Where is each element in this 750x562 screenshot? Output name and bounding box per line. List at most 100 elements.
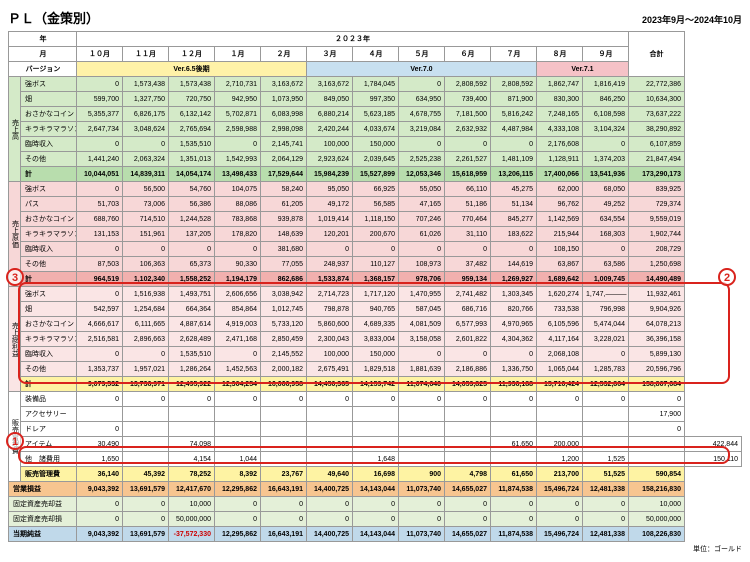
cell: 381,680 — [261, 242, 307, 257]
cell: 714,510 — [123, 212, 169, 227]
cell: 0 — [77, 392, 123, 407]
cell: 0 — [169, 242, 215, 257]
cell: 5,816,242 — [491, 107, 537, 122]
cell: 1,441,240 — [77, 152, 123, 167]
row-label: 強ボス — [21, 182, 77, 197]
cell: 0 — [537, 497, 583, 512]
cell: 0 — [399, 392, 445, 407]
cell: 854,864 — [215, 302, 261, 317]
cell: 248,937 — [307, 257, 353, 272]
cell-total: 17,900 — [629, 407, 685, 422]
cell: 45,392 — [123, 467, 169, 482]
cell: 0 — [445, 392, 491, 407]
cell: 940,765 — [353, 302, 399, 317]
cell: 3,163,672 — [307, 77, 353, 92]
cell: 4,304,362 — [491, 332, 537, 347]
cell-total: 38,290,892 — [629, 122, 685, 137]
cell: 942,950 — [215, 92, 261, 107]
cell: 2,808,592 — [491, 77, 537, 92]
cell: 0 — [583, 242, 629, 257]
cell: 686,716 — [445, 302, 491, 317]
cell: 0 — [215, 137, 261, 152]
row-label: キラキラマラソン — [21, 227, 77, 242]
cell: 50,000,000 — [169, 512, 215, 527]
cell: 900 — [399, 467, 445, 482]
cell: 9,043,392 — [77, 527, 123, 542]
cell: 542,597 — [77, 302, 123, 317]
cell: 1,336,750 — [491, 362, 537, 377]
cell: 4,666,617 — [77, 317, 123, 332]
row-label: 当期純益 — [9, 527, 77, 542]
cell: 65,373 — [169, 257, 215, 272]
cell — [491, 452, 537, 467]
cell: 51,703 — [77, 197, 123, 212]
cell: 215,944 — [537, 227, 583, 242]
cell: 0 — [261, 497, 307, 512]
cell: 4,117,164 — [537, 332, 583, 347]
cell: 3,038,942 — [261, 287, 307, 302]
cell: 30,490 — [77, 437, 123, 452]
cell: 7,248,165 — [537, 107, 583, 122]
cell: 168,303 — [583, 227, 629, 242]
cell: 0 — [307, 242, 353, 257]
pl-table: 年２０２３年合計月１０月１１月１２月１月２月３月４月５月６月７月８月９月バージョ… — [8, 31, 742, 542]
cell — [629, 437, 685, 452]
cell: 6,111,665 — [123, 317, 169, 332]
cell: 12,304,254 — [215, 377, 261, 392]
cell: 2,145,741 — [261, 137, 307, 152]
cell: 0 — [353, 512, 399, 527]
cell — [583, 437, 629, 452]
cell: 1,102,340 — [123, 272, 169, 287]
cell: 5,733,120 — [261, 317, 307, 332]
cell: 707,246 — [399, 212, 445, 227]
cell: 6,132,142 — [169, 107, 215, 122]
cell-total: 422,844 — [685, 437, 742, 452]
period-label: 2023年9月～2024年10月 — [642, 13, 742, 26]
unit-footer: 単位：ゴールド — [8, 544, 742, 554]
cell: 0 — [77, 347, 123, 362]
cell: 45,275 — [491, 182, 537, 197]
cell: 14,839,311 — [123, 167, 169, 182]
row-label: 他 諸費用 — [21, 452, 77, 467]
cell-total: 108,226,830 — [629, 527, 685, 542]
cell-total: 14,490,489 — [629, 272, 685, 287]
cell — [307, 407, 353, 422]
cell: 12,532,864 — [583, 377, 629, 392]
cell — [261, 452, 307, 467]
cell: 15,710,424 — [537, 377, 583, 392]
cell: 61,026 — [399, 227, 445, 242]
cell: 0 — [399, 242, 445, 257]
cell: 12,495,922 — [169, 377, 215, 392]
cell: 0 — [261, 512, 307, 527]
cell-total: 1,250,698 — [629, 257, 685, 272]
cell: 5,623,185 — [353, 107, 399, 122]
row-label: おさかなコイン — [21, 317, 77, 332]
cell-total: 50,000,000 — [629, 512, 685, 527]
cell: 2,896,663 — [123, 332, 169, 347]
cell-total: 158,216,830 — [629, 482, 685, 497]
cell: 14,655,027 — [445, 527, 491, 542]
cell — [629, 452, 685, 467]
cell — [215, 422, 261, 437]
cell: 7,181,500 — [445, 107, 491, 122]
cell-total: 173,290,173 — [629, 167, 685, 182]
cell: 871,900 — [491, 92, 537, 107]
cell: 0 — [77, 182, 123, 197]
cell: 88,086 — [215, 197, 261, 212]
cell: 148,639 — [261, 227, 307, 242]
cell: 959,134 — [445, 272, 491, 287]
cell: 997,350 — [353, 92, 399, 107]
cell-total: 9,904,926 — [629, 302, 685, 317]
cell: 4,887,614 — [169, 317, 215, 332]
cell: 0 — [77, 287, 123, 302]
cell: 2,000,182 — [261, 362, 307, 377]
cell — [77, 407, 123, 422]
cell: 798,878 — [307, 302, 353, 317]
cell: 144,619 — [491, 257, 537, 272]
cell: 10,044,051 — [77, 167, 123, 182]
row-label: 強ボス — [21, 77, 77, 92]
cell: 0 — [491, 242, 537, 257]
cell: 51,525 — [583, 467, 629, 482]
annotation-2: 2 — [718, 268, 736, 286]
cell: 1,516,938 — [123, 287, 169, 302]
